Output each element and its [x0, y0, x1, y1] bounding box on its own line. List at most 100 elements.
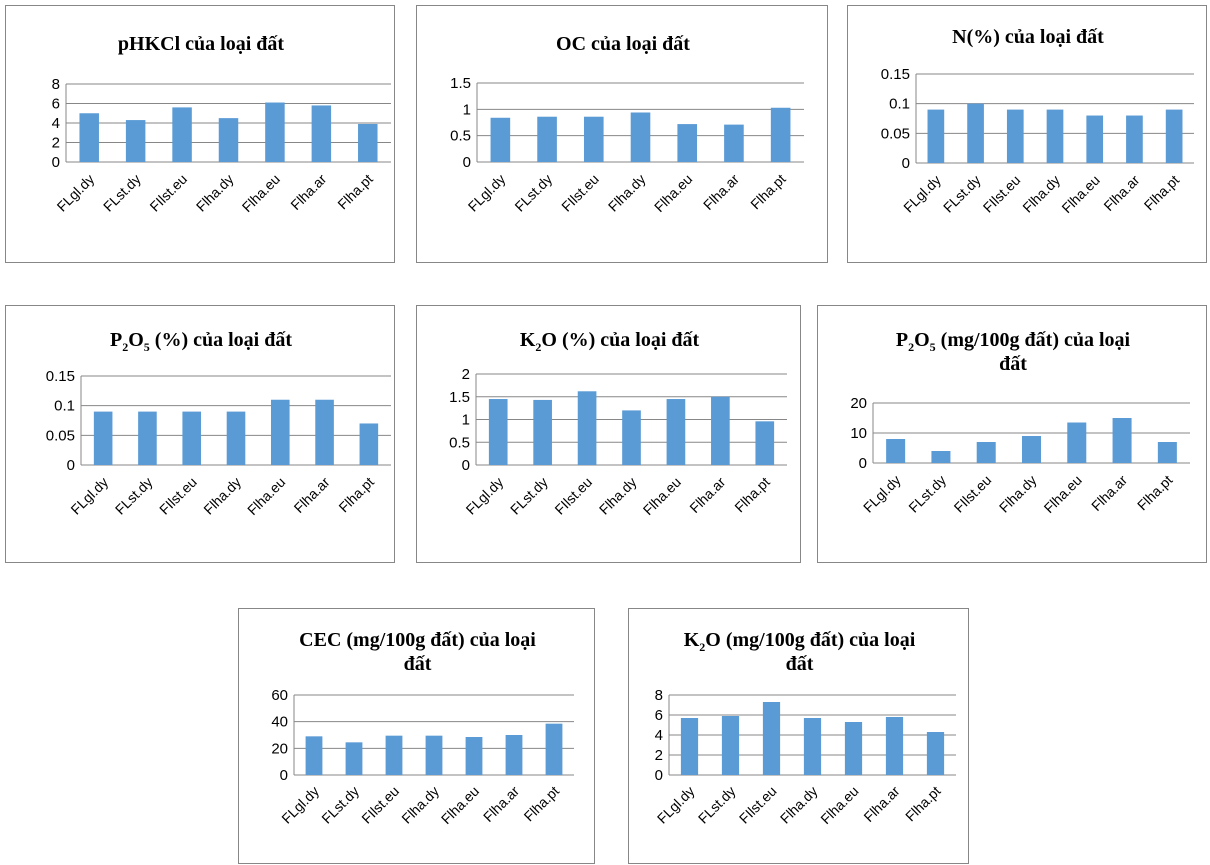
oc-chart-panel: OC của loại đất 0 0.5 1 1.5 FLgl.dy FLst.dy FIl… [416, 5, 828, 263]
category-label: Flha.pt [335, 474, 377, 516]
bar [265, 102, 285, 162]
bar [770, 107, 791, 162]
bar [721, 716, 740, 775]
category-label: Flha.dy [1019, 172, 1063, 216]
y-tick-label: 1.5 [450, 75, 471, 92]
category-label: Flha.dy [777, 783, 821, 827]
y-tick-label: 8 [655, 687, 663, 704]
y-tick-label: 20 [850, 395, 867, 412]
category-label: Flha.ar [287, 171, 329, 213]
category-label: FLgl.dy [463, 474, 507, 518]
y-tick-label: 0.15 [881, 66, 910, 83]
y-tick-label: 4 [52, 115, 60, 132]
y-tick-label: 10 [850, 425, 867, 442]
y-tick-label: 0 [52, 154, 60, 171]
bar [182, 411, 202, 465]
bar [1157, 442, 1177, 463]
bar [666, 399, 686, 465]
bar [537, 116, 557, 162]
category-label: Flha.pt [1141, 172, 1183, 214]
p2o5-mg-chart-panel: P2O5 (mg/100g đất) của loại đất 0 10 20 FLgl.… [817, 305, 1207, 563]
category-label: Flha.pt [334, 171, 376, 213]
bar [305, 736, 323, 775]
category-label: Flha.eu [239, 171, 283, 215]
bar [505, 735, 523, 775]
category-label: FIlst.eu [736, 783, 780, 827]
category-label: FIlst.eu [156, 474, 200, 518]
category-label: FLst.dy [318, 783, 362, 827]
bar [218, 118, 239, 162]
y-tick-label: 1 [463, 101, 471, 118]
bar [762, 702, 781, 775]
y-tick-label: 0.05 [46, 427, 75, 444]
bar [488, 399, 508, 465]
bar [79, 113, 99, 162]
y-tick-label: 0 [462, 457, 470, 474]
category-label: Flha.dy [193, 171, 237, 215]
bar [724, 124, 744, 162]
nitrogen-chart: N(%) của loại đất 0 0.05 0.1 0.15 FLgl.dyFLst… [881, 26, 1194, 216]
y-tick-label: 1 [462, 412, 470, 429]
y-tick-label: 0 [463, 154, 471, 171]
bar [425, 735, 443, 775]
nitrogen-chart-panel: N(%) của loại đất 0 0.05 0.1 0.15 FLgl.dy FLst… [847, 5, 1207, 263]
chart-title: CEC (mg/100g đất) của loại [299, 629, 536, 651]
category-label: FLst.dy [511, 171, 555, 215]
bar [1021, 436, 1042, 463]
bar [1165, 109, 1183, 163]
category-label: Flha.pt [902, 783, 944, 825]
category-label: Flha.dy [200, 474, 244, 518]
bar [927, 109, 945, 163]
category-label: Flha.eu [1041, 472, 1085, 516]
bar [125, 120, 146, 162]
bar [711, 396, 730, 465]
category-label: FLgl.dy [54, 171, 98, 215]
bar [172, 107, 192, 162]
y-tick-label: 0.5 [449, 434, 470, 451]
bar [583, 116, 604, 162]
bar [270, 399, 290, 465]
bar [315, 399, 334, 465]
category-label: Flha.dy [605, 171, 649, 215]
category-label: Flha.ar [860, 783, 902, 825]
category-label: FIlst.eu [951, 472, 995, 516]
y-tick-label: 2 [462, 366, 470, 383]
y-tick-label: 1.5 [449, 389, 470, 406]
category-label: Flha.eu [651, 171, 695, 215]
chart-title: P2O5 (%) của loại đất [110, 329, 292, 354]
category-label: FLgl.dy [465, 171, 509, 215]
y-tick-label: 0.05 [881, 125, 910, 142]
category-label: FIlst.eu [558, 171, 602, 215]
chart-title-line2: đất [404, 653, 432, 675]
bar [1067, 422, 1087, 463]
y-tick-label: 0.15 [46, 368, 75, 385]
category-label: Flha.ar [1100, 172, 1142, 214]
category-label: FLst.dy [112, 474, 156, 518]
category-label: FIlst.eu [551, 474, 595, 518]
category-label: Flha.eu [438, 783, 482, 827]
bar [1112, 418, 1132, 463]
p2o5-percent-chart-panel: P2O5 (%) của loại đất 0 0.05 0.1 0.15 FLgl.dy… [5, 305, 395, 563]
k2o-percent-chart-panel: K2O (%) của loại đất 0 0.5 1 1.5 2 FLgl.dy FLst… [416, 305, 801, 563]
bar [1006, 109, 1024, 163]
category-label: Flha.ar [480, 783, 522, 825]
category-label: FLst.dy [905, 472, 949, 516]
p2o5-percent-chart: P2O5 (%) của loại đất 0 0.05 0.1 0.15 FLgl.dy… [46, 329, 391, 518]
chart-title-line2: đất [786, 653, 814, 675]
y-tick-label: 0 [655, 767, 663, 784]
chart-title-line2: đất [999, 353, 1027, 375]
category-label: Flha.pt [731, 474, 773, 516]
category-label: Flha.dy [996, 472, 1040, 516]
bar [886, 439, 906, 463]
oc-chart: OC của loại đất 0 0.5 1 1.5 FLgl.dy FLst.dy FIl… [450, 33, 804, 215]
category-label: FIlst.eu [146, 171, 190, 215]
bar [311, 105, 332, 162]
category-label: Flha.pt [1134, 472, 1176, 514]
bar [931, 451, 951, 463]
category-label: Flha.ar [686, 474, 728, 516]
bar [677, 124, 698, 162]
category-label: Flha.ar [1088, 472, 1130, 514]
